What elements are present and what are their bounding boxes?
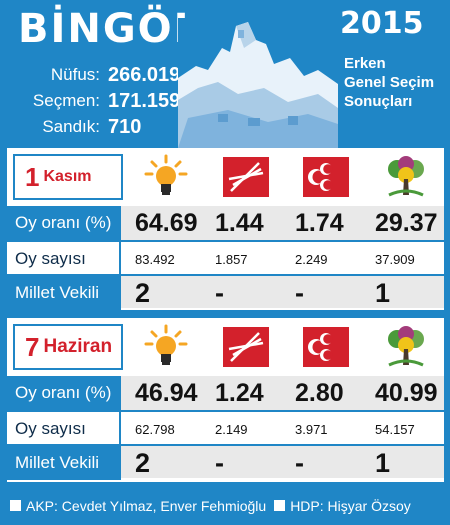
vote-rate-row: Oy oranı (%) 64.69 1.44 1.74 29.37	[7, 206, 444, 240]
votes-mhp: 3.971	[295, 421, 328, 437]
election-date-label: 1 Kasım	[13, 154, 123, 200]
stat-label: Seçmen:	[32, 91, 100, 110]
mhp-crescents-icon	[289, 322, 363, 372]
panel-head: 1 Kasım	[7, 148, 444, 206]
subtitle-line: Genel Seçim	[344, 74, 435, 91]
seats-mhp: -	[295, 447, 304, 478]
stat-ballot-boxes: Sandık: 710	[14, 114, 180, 140]
row-label: Oy oranı (%)	[7, 376, 121, 410]
seats-row: Millet Vekili 2 - - 1	[7, 444, 444, 480]
mp-footer: AKP: Cevdet Yılmaz, Enver Fehmioğlu HDP:…	[0, 486, 450, 525]
hdp-tree-icon	[369, 322, 443, 372]
results-panel-june: 7 Haziran	[7, 318, 444, 482]
row-label: Millet Vekili	[7, 276, 121, 310]
province-stats: Nüfus: 266.019 Seçmen: 171.159 Sandık: 7…	[14, 62, 180, 140]
rate-akp: 64.69	[135, 208, 198, 237]
stat-population: Nüfus: 266.019	[14, 62, 180, 88]
stat-label: Nüfus:	[50, 65, 100, 84]
stat-value: 710	[108, 115, 142, 138]
seats-chp: -	[215, 447, 224, 478]
stat-value: 266.019	[108, 63, 181, 86]
header: BİNGÖL Nüfus: 266.019 Seçmen: 171.159 Sa…	[0, 0, 450, 148]
province-title: BİNGÖL	[18, 6, 202, 52]
date-month: Kasım	[43, 168, 92, 185]
seats-mhp: -	[295, 277, 304, 308]
election-year: 2015	[340, 6, 424, 41]
date-number: 1	[25, 161, 40, 192]
chp-six-arrows-icon	[209, 152, 283, 202]
vote-count-row: Oy sayısı 83.492 1.857 2.249 37.909	[7, 240, 444, 276]
panel-head: 7 Haziran	[7, 318, 444, 376]
results-panel-nov: 1 Kasım	[7, 148, 444, 310]
city-photo	[178, 18, 338, 148]
votes-mhp: 2.249	[295, 251, 328, 267]
votes-akp: 62.798	[135, 421, 175, 437]
rate-akp: 46.94	[135, 378, 198, 407]
votes-chp: 2.149	[215, 421, 248, 437]
mhp-crescents-icon	[289, 152, 363, 202]
seats-hdp: 1	[375, 447, 391, 478]
row-label: Oy oranı (%)	[7, 206, 121, 240]
row-label: Millet Vekili	[7, 446, 121, 480]
seats-hdp: 1	[375, 277, 391, 308]
row-label: Oy sayısı	[7, 412, 121, 446]
stat-value: 171.159	[108, 89, 181, 112]
rate-mhp: 1.74	[295, 208, 344, 237]
rate-chp: 1.44	[215, 208, 264, 237]
vote-rate-row: Oy oranı (%) 46.94 1.24 2.80 40.99	[7, 376, 444, 410]
rate-mhp: 2.80	[295, 378, 344, 407]
election-date-label: 7 Haziran	[13, 324, 123, 370]
votes-chp: 1.857	[215, 251, 248, 267]
rate-chp: 1.24	[215, 378, 264, 407]
hdp-mps: HDP: Hişyar Özsoy	[290, 497, 411, 514]
akp-bulb-icon	[129, 322, 203, 372]
stat-label: Sandık:	[42, 117, 100, 136]
votes-hdp: 54.157	[375, 421, 415, 437]
stat-voters: Seçmen: 171.159	[14, 88, 180, 114]
subtitle-line: Sonuçları	[344, 93, 413, 110]
bullet-square-icon	[10, 500, 21, 511]
seats-row: Millet Vekili 2 - - 1	[7, 274, 444, 310]
rate-hdp: 40.99	[375, 378, 438, 407]
votes-hdp: 37.909	[375, 251, 415, 267]
subtitle-line: Erken	[344, 55, 386, 72]
seats-akp: 2	[135, 277, 151, 308]
rate-hdp: 29.37	[375, 208, 438, 237]
date-month: Haziran	[43, 336, 113, 357]
seats-chp: -	[215, 277, 224, 308]
row-label: Oy sayısı	[7, 242, 121, 276]
akp-bulb-icon	[129, 152, 203, 202]
votes-akp: 83.492	[135, 251, 175, 267]
seats-akp: 2	[135, 447, 151, 478]
date-number: 7	[25, 331, 40, 362]
bullet-square-icon	[274, 500, 286, 511]
akp-mps: AKP: Cevdet Yılmaz, Enver Fehmioğlu	[26, 497, 267, 514]
chp-six-arrows-icon	[209, 322, 283, 372]
election-subtitle: Erken Genel Seçim Sonuçları	[344, 54, 434, 111]
vote-count-row: Oy sayısı 62.798 2.149 3.971 54.157	[7, 410, 444, 446]
hdp-tree-icon	[369, 152, 443, 202]
